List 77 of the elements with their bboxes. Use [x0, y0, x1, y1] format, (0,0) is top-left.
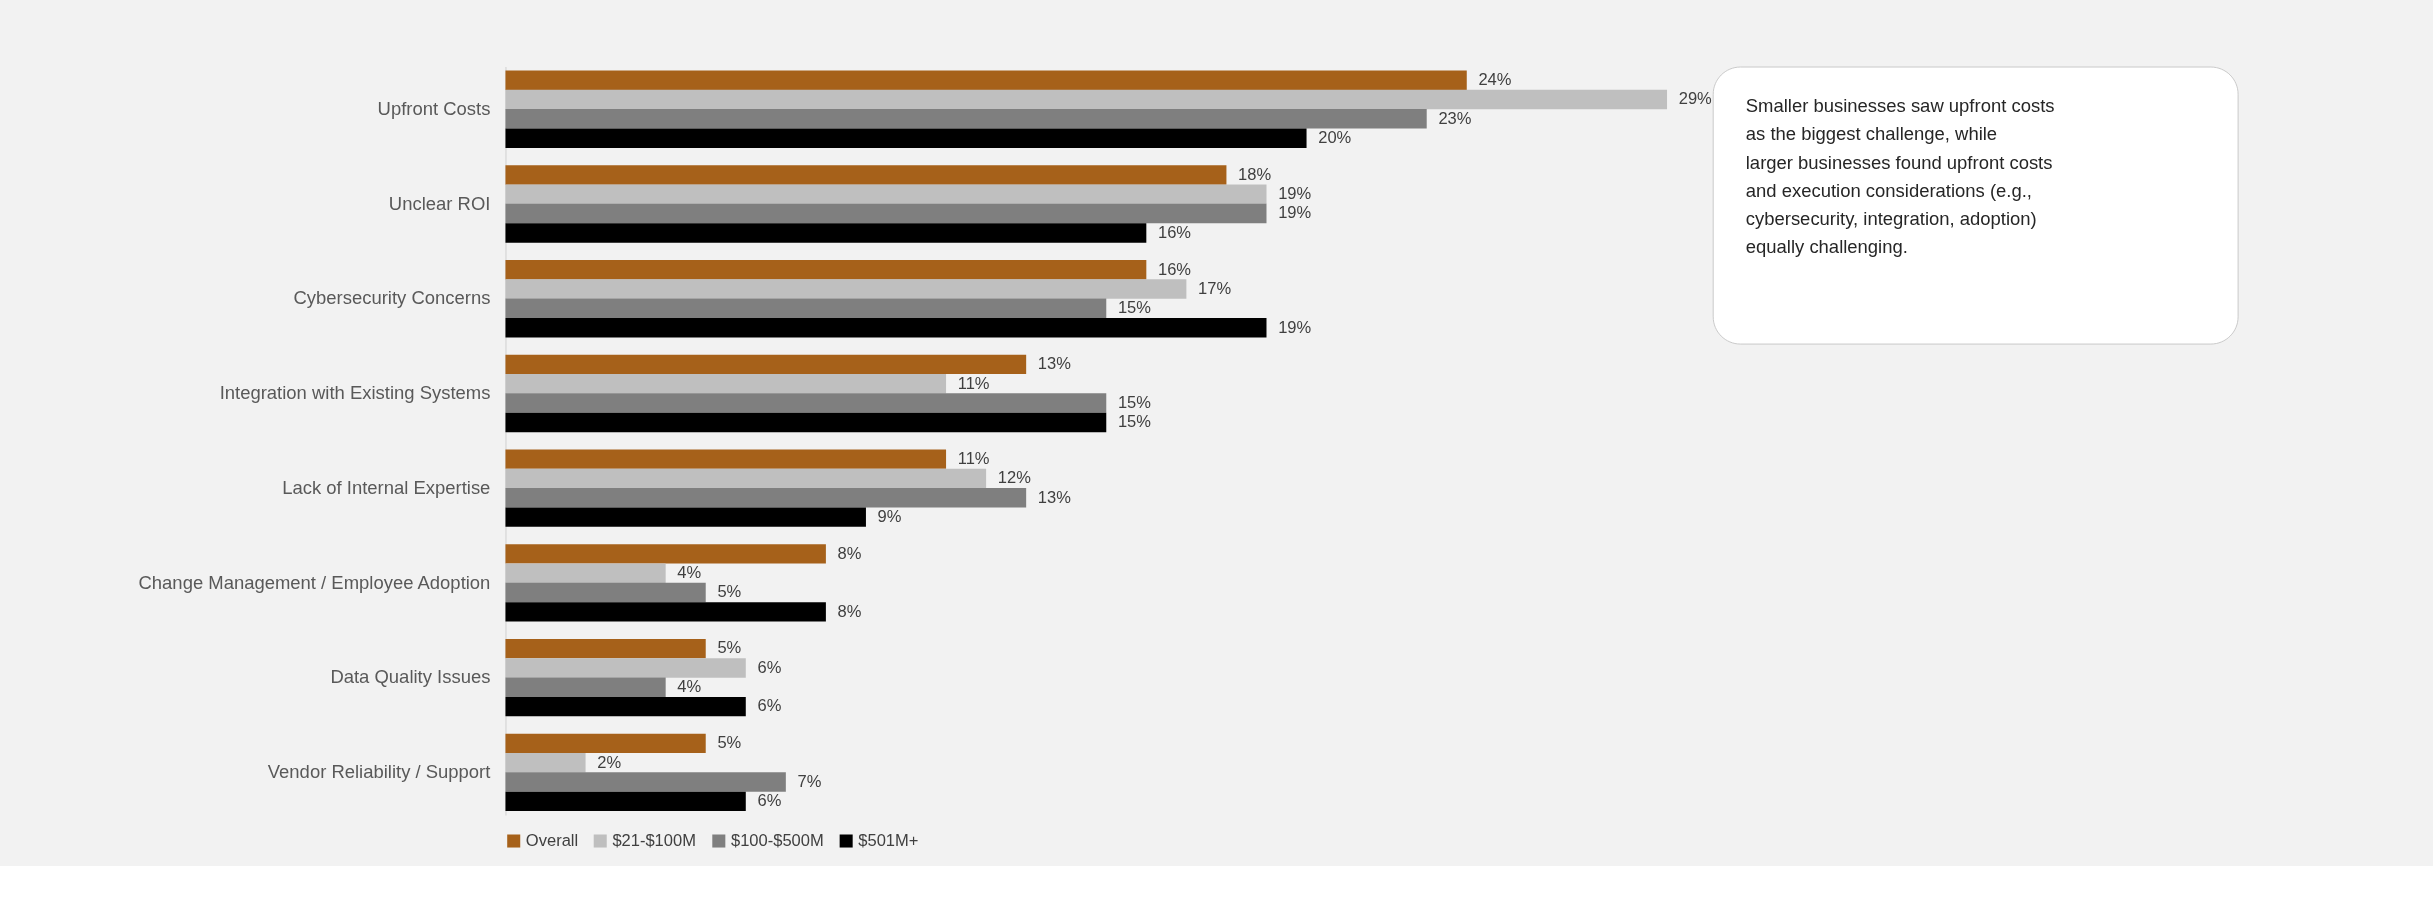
legend-label: $21-$100M [612, 830, 696, 850]
bar [505, 393, 1107, 413]
data-label: 15% [1117, 298, 1152, 318]
y-tick-label: Change Management / Employee Adoption [138, 571, 491, 593]
bar [505, 468, 987, 489]
data-label: 12% [997, 468, 1032, 488]
legend-label: Overall [525, 830, 579, 850]
bar [505, 184, 1267, 204]
y-tick-label: Unclear ROI [388, 192, 491, 214]
data-label: 16% [1157, 222, 1192, 242]
data-label: 11% [957, 449, 990, 468]
bar [505, 638, 706, 659]
data-label: 18% [1238, 164, 1272, 184]
data-label: 17% [1198, 278, 1232, 298]
legend-label: $100-$500M [730, 830, 824, 850]
bar [505, 696, 746, 717]
bar [505, 772, 786, 792]
bar [505, 658, 746, 678]
data-label: 5% [717, 733, 742, 753]
data-label: 24% [1478, 70, 1512, 90]
bar [505, 752, 586, 773]
bar [505, 70, 1467, 90]
bar [505, 223, 1147, 243]
y-tick-label: Lack of Internal Expertise [282, 476, 491, 498]
data-label: 13% [1037, 354, 1072, 374]
data-label: 13% [1037, 487, 1072, 507]
bar [505, 259, 1147, 280]
data-label: 19% [1278, 317, 1312, 337]
data-label: 4% [677, 563, 702, 583]
bar [505, 507, 866, 527]
bar [505, 374, 947, 394]
bar [505, 602, 826, 622]
bar [505, 298, 1107, 319]
bar [505, 544, 826, 564]
bar [505, 677, 666, 698]
bar [505, 733, 706, 754]
data-label: 6% [757, 791, 782, 811]
data-label: 8% [837, 601, 862, 621]
data-label: 11% [957, 373, 990, 393]
data-label: 7% [797, 771, 822, 791]
data-label: 19% [1278, 203, 1312, 223]
bar [505, 89, 1668, 110]
data-label: 2% [597, 752, 622, 772]
data-label: 19% [1278, 184, 1312, 204]
data-label: 15% [1117, 392, 1152, 412]
y-tick-label: Vendor Reliability / Support [267, 761, 491, 783]
bar [505, 109, 1427, 129]
bar [505, 279, 1187, 299]
bar [505, 582, 706, 603]
data-label: 8% [837, 543, 862, 563]
bar [505, 317, 1267, 338]
data-label: 15% [1117, 412, 1152, 432]
bar [505, 203, 1267, 224]
data-label: 20% [1318, 128, 1352, 148]
bar [505, 563, 666, 583]
y-tick-label: Upfront Costs [377, 98, 491, 120]
data-label: 5% [717, 638, 742, 658]
bar [505, 128, 1307, 148]
data-label: 29% [1678, 89, 1713, 109]
data-label: 4% [677, 677, 702, 697]
bar [505, 449, 947, 469]
bar [505, 354, 1027, 375]
data-label: 9% [877, 507, 902, 527]
bar [505, 488, 1027, 508]
y-tick-label: Integration with Existing Systems [219, 382, 491, 404]
data-label: 6% [757, 696, 782, 716]
data-label: 16% [1157, 259, 1192, 279]
y-tick-label: Cybersecurity Concerns [293, 287, 491, 309]
bar [505, 412, 1107, 433]
legend-label: $501M+ [858, 830, 919, 850]
data-label: 5% [717, 582, 742, 602]
bar [505, 165, 1227, 185]
y-tick-label: Data Quality Issues [330, 666, 491, 688]
text: Smaller businesses saw upfront costs as the biggest challenge, while larger businesses found upfront costs and execution considerations (e.g., cybersecurity, integration, adoption) equally challenging. [1745, 95, 2055, 258]
data-label: 6% [757, 657, 782, 677]
bar [505, 791, 746, 812]
data-label: 23% [1438, 108, 1472, 128]
